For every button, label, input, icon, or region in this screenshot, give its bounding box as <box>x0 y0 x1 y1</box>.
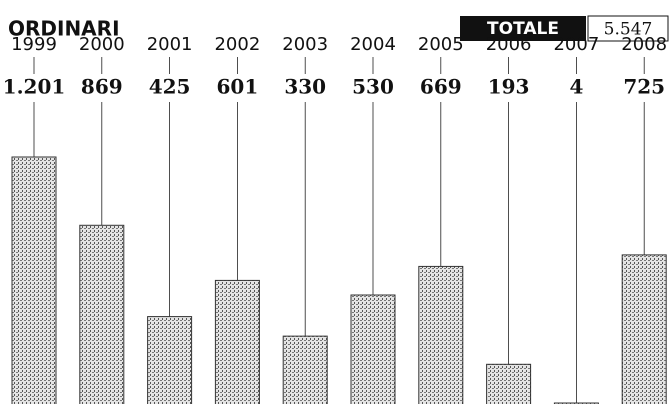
total-label-box <box>460 16 586 41</box>
category-label: 2005 <box>418 34 464 55</box>
bar <box>214 279 260 404</box>
value-label: 669 <box>420 75 462 99</box>
bar <box>486 363 532 404</box>
total-value: 5.547 <box>604 20 653 40</box>
value-label: 4 <box>569 75 583 99</box>
bar <box>11 156 57 404</box>
bar <box>621 254 667 404</box>
value-label: 601 <box>217 75 259 99</box>
bar <box>282 335 328 404</box>
value-label: 869 <box>81 75 123 99</box>
total-label: TOTALE <box>487 19 559 39</box>
category-label: 2001 <box>147 34 193 55</box>
bar <box>350 294 396 404</box>
total-value-box <box>587 15 669 42</box>
value-label: 1.201 <box>3 75 66 99</box>
value-label: 330 <box>284 75 326 99</box>
category-label: 2008 <box>621 34 667 55</box>
category-label: 1999 <box>11 34 57 55</box>
value-label: 193 <box>488 75 530 99</box>
value-label: 530 <box>352 75 394 99</box>
category-label: 2003 <box>282 34 328 55</box>
category-label: 2007 <box>553 34 599 55</box>
category-label: 2004 <box>350 34 396 55</box>
bar <box>147 316 193 404</box>
bar <box>418 265 464 404</box>
value-label: 725 <box>623 75 665 99</box>
bar <box>79 224 125 404</box>
category-label: 2000 <box>79 34 125 55</box>
value-label: 425 <box>149 75 191 99</box>
category-label: 2002 <box>214 34 260 55</box>
category-label: 2006 <box>486 34 532 55</box>
chart-title: ORDINARI <box>8 17 120 41</box>
